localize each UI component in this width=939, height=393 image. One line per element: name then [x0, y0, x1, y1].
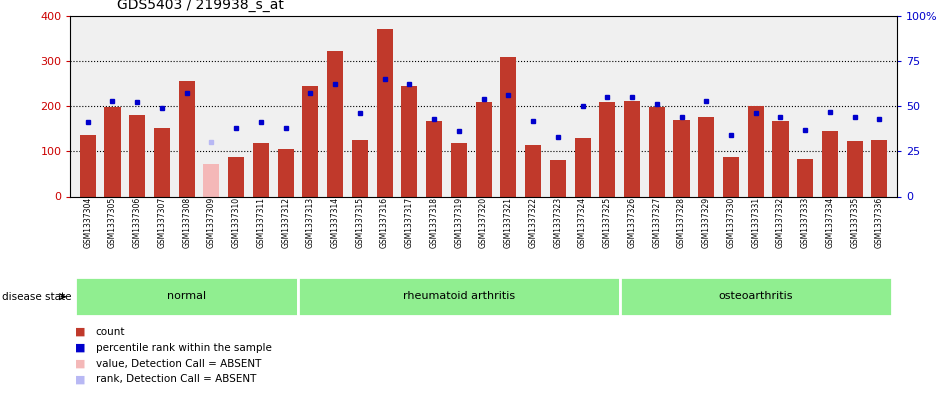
- Bar: [822, 131, 838, 196]
- Text: GSM1337314: GSM1337314: [331, 196, 340, 248]
- Text: GSM1337322: GSM1337322: [529, 196, 537, 248]
- Text: GSM1337312: GSM1337312: [281, 196, 290, 248]
- Text: GSM1337306: GSM1337306: [132, 196, 142, 248]
- Bar: [104, 107, 120, 196]
- Bar: [204, 164, 220, 196]
- Text: GSM1337310: GSM1337310: [232, 196, 240, 248]
- Text: GSM1337323: GSM1337323: [553, 196, 562, 248]
- Bar: [377, 29, 393, 196]
- Bar: [352, 140, 368, 196]
- Text: GSM1337318: GSM1337318: [430, 196, 439, 248]
- Bar: [253, 143, 269, 196]
- Text: GDS5403 / 219938_s_at: GDS5403 / 219938_s_at: [117, 0, 285, 12]
- Bar: [620, 277, 892, 316]
- Bar: [154, 128, 170, 196]
- Text: GSM1337319: GSM1337319: [454, 196, 463, 248]
- Text: GSM1337317: GSM1337317: [405, 196, 414, 248]
- Bar: [525, 145, 541, 196]
- Bar: [847, 141, 863, 196]
- Bar: [178, 81, 194, 196]
- Bar: [747, 106, 763, 196]
- Text: GSM1337333: GSM1337333: [801, 196, 809, 248]
- Bar: [871, 140, 887, 196]
- Bar: [401, 86, 418, 196]
- Bar: [549, 160, 566, 196]
- Bar: [773, 121, 789, 196]
- Bar: [130, 115, 146, 196]
- Text: GSM1337321: GSM1337321: [504, 196, 513, 248]
- Text: GSM1337324: GSM1337324: [578, 196, 587, 248]
- Text: GSM1337331: GSM1337331: [751, 196, 761, 248]
- Text: GSM1337335: GSM1337335: [850, 196, 859, 248]
- Text: GSM1337307: GSM1337307: [158, 196, 166, 248]
- Text: GSM1337308: GSM1337308: [182, 196, 192, 248]
- Text: ■: ■: [75, 343, 85, 353]
- Text: GSM1337329: GSM1337329: [701, 196, 711, 248]
- Bar: [426, 121, 442, 196]
- Bar: [673, 119, 689, 196]
- Text: ■: ■: [75, 358, 85, 369]
- Text: GSM1337320: GSM1337320: [479, 196, 488, 248]
- Bar: [624, 101, 640, 196]
- Bar: [298, 277, 620, 316]
- Text: normal: normal: [167, 291, 207, 301]
- Bar: [327, 51, 343, 196]
- Text: GSM1337309: GSM1337309: [207, 196, 216, 248]
- Text: rheumatoid arthritis: rheumatoid arthritis: [403, 291, 515, 301]
- Bar: [451, 143, 467, 196]
- Text: percentile rank within the sample: percentile rank within the sample: [96, 343, 271, 353]
- Text: GSM1337325: GSM1337325: [603, 196, 612, 248]
- Bar: [80, 136, 96, 196]
- Bar: [278, 149, 294, 196]
- Text: rank, Detection Call = ABSENT: rank, Detection Call = ABSENT: [96, 374, 256, 384]
- Bar: [302, 86, 318, 196]
- Bar: [228, 157, 244, 196]
- Text: GSM1337330: GSM1337330: [727, 196, 735, 248]
- Text: disease state: disease state: [2, 292, 71, 302]
- Text: GSM1337316: GSM1337316: [380, 196, 389, 248]
- Text: GSM1337311: GSM1337311: [256, 196, 266, 248]
- Text: GSM1337336: GSM1337336: [875, 196, 884, 248]
- Bar: [599, 102, 615, 196]
- Text: GSM1337305: GSM1337305: [108, 196, 117, 248]
- Text: GSM1337313: GSM1337313: [306, 196, 315, 248]
- Text: count: count: [96, 327, 125, 337]
- Text: GSM1337334: GSM1337334: [825, 196, 835, 248]
- Bar: [75, 277, 298, 316]
- Bar: [797, 159, 813, 196]
- Text: GSM1337315: GSM1337315: [355, 196, 364, 248]
- Bar: [500, 57, 516, 196]
- Bar: [723, 157, 739, 196]
- Text: value, Detection Call = ABSENT: value, Detection Call = ABSENT: [96, 358, 261, 369]
- Bar: [575, 138, 591, 196]
- Text: GSM1337326: GSM1337326: [627, 196, 637, 248]
- Bar: [475, 101, 492, 196]
- Bar: [699, 118, 715, 196]
- Bar: [649, 107, 665, 196]
- Text: osteoarthritis: osteoarthritis: [718, 291, 793, 301]
- Text: GSM1337332: GSM1337332: [776, 196, 785, 248]
- Text: GSM1337328: GSM1337328: [677, 196, 686, 248]
- Text: ■: ■: [75, 327, 85, 337]
- Text: GSM1337327: GSM1337327: [653, 196, 661, 248]
- Text: ■: ■: [75, 374, 85, 384]
- Text: GSM1337304: GSM1337304: [84, 196, 92, 248]
